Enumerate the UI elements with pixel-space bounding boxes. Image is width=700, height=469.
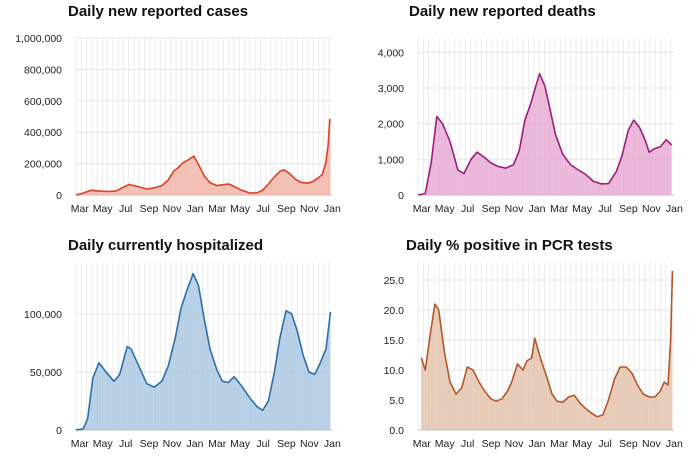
x-tick-label: Jul <box>598 438 611 450</box>
chart-cases: 0 200,000 400,000 600,000 800,000 1,000,000 Ma… <box>15 33 341 215</box>
chart-panel-deaths: Daily new reported deaths 0 1,000 2,000 3,0… <box>350 0 700 234</box>
x-tick-label: Jan <box>529 203 546 215</box>
x-tick-label: Jan <box>324 438 341 450</box>
y-tick-label: 0 <box>56 425 62 437</box>
x-tick-label: Nov <box>505 438 524 450</box>
chart-panel-cases: Daily new reported cases 0 200,000 400,000… <box>0 0 350 234</box>
y-tick-label: 100,000 <box>24 309 62 321</box>
x-tick-label: May <box>93 203 114 215</box>
x-tick-label: Mar <box>71 438 90 450</box>
grid <box>75 37 332 196</box>
x-tick-label: Nov <box>642 438 661 450</box>
y-tick-label: 600,000 <box>24 96 62 108</box>
series-area <box>418 73 672 195</box>
series-area <box>76 119 331 195</box>
x-tick-label: May <box>93 438 114 450</box>
x-tick-label: Mar <box>550 203 569 215</box>
x-tick-label: Sep <box>140 438 159 450</box>
chart-title-deaths: Daily new reported deaths <box>409 3 596 20</box>
series-area <box>76 273 331 430</box>
series-area <box>421 271 673 430</box>
x-tick-label: May <box>572 438 593 450</box>
x-tick-label: Jan <box>324 203 341 215</box>
x-tick-label: Jul <box>119 438 132 450</box>
y-tick-label: 200,000 <box>24 159 62 171</box>
chart-panel-positivity: Daily % positive in PCR tests 0.0 5.0 10.0… <box>350 234 700 469</box>
y-tick-label: 800,000 <box>24 64 62 76</box>
x-tick-label: May <box>230 438 251 450</box>
x-tick-label: Sep <box>619 203 638 215</box>
x-tick-label: Sep <box>619 438 638 450</box>
y-tick-label: 2,000 <box>378 119 404 131</box>
y-tick-label: 3,000 <box>378 83 404 95</box>
x-tick-label: May <box>435 203 456 215</box>
x-tick-label: Jan <box>187 203 204 215</box>
x-tick-label: Jul <box>256 438 269 450</box>
chart-title-cases: Daily new reported cases <box>68 3 249 20</box>
y-tick-label: 25.0 <box>384 275 405 287</box>
chart-title-positivity: Daily % positive in PCR tests <box>406 237 613 254</box>
x-tick-label: Nov <box>505 203 524 215</box>
y-tick-label: 0 <box>56 190 62 202</box>
y-tick-label: 0 <box>398 190 404 202</box>
chart-panel-hospitalized: Daily currently hospitalized 0 50,000 100,… <box>0 234 350 469</box>
x-tick-label: May <box>230 203 251 215</box>
x-tick-label: Mar <box>550 438 569 450</box>
x-tick-label: Sep <box>482 438 501 450</box>
x-tick-label: Jan <box>666 203 683 215</box>
x-tick-label: Nov <box>300 438 319 450</box>
y-tick-label: 1,000 <box>378 154 404 166</box>
x-tick-label: Mar <box>413 438 432 450</box>
series-line <box>75 118 332 196</box>
x-tick-label: May <box>435 438 456 450</box>
y-tick-label: 5.0 <box>389 395 404 407</box>
x-tick-label: Mar <box>208 203 227 215</box>
y-tick-label: 50,000 <box>30 367 62 379</box>
y-tick-label: 400,000 <box>24 127 62 139</box>
x-tick-label: Mar <box>413 203 432 215</box>
y-tick-label: 10.0 <box>384 365 405 377</box>
series-line <box>420 270 674 418</box>
x-tick-label: Jul <box>598 203 611 215</box>
series-line <box>75 272 332 431</box>
x-tick-label: Jan <box>187 438 204 450</box>
x-tick-label: Mar <box>71 203 90 215</box>
y-tick-label: 15.0 <box>384 335 405 347</box>
x-tick-label: Sep <box>277 438 296 450</box>
x-tick-label: Jul <box>119 203 132 215</box>
x-tick-label: Nov <box>163 203 182 215</box>
x-tick-label: Nov <box>642 203 661 215</box>
x-tick-label: Jul <box>256 203 269 215</box>
x-tick-label: Jan <box>529 438 546 450</box>
x-tick-label: Jul <box>461 203 474 215</box>
x-tick-label: Nov <box>163 438 182 450</box>
x-tick-label: Jul <box>461 438 474 450</box>
x-tick-label: Mar <box>208 438 227 450</box>
chart-title-hospitalized: Daily currently hospitalized <box>68 237 264 254</box>
x-tick-label: Nov <box>300 203 319 215</box>
y-tick-label: 20.0 <box>384 305 405 317</box>
y-tick-label: 1,000,000 <box>15 33 62 45</box>
y-tick-label: 4,000 <box>378 47 404 59</box>
x-tick-label: Sep <box>482 203 501 215</box>
x-tick-label: May <box>572 203 593 215</box>
x-tick-label: Sep <box>140 203 159 215</box>
y-tick-label: 0.0 <box>389 425 404 437</box>
x-tick-label: Jan <box>666 438 683 450</box>
x-tick-label: Sep <box>277 203 296 215</box>
series-line <box>417 72 673 196</box>
